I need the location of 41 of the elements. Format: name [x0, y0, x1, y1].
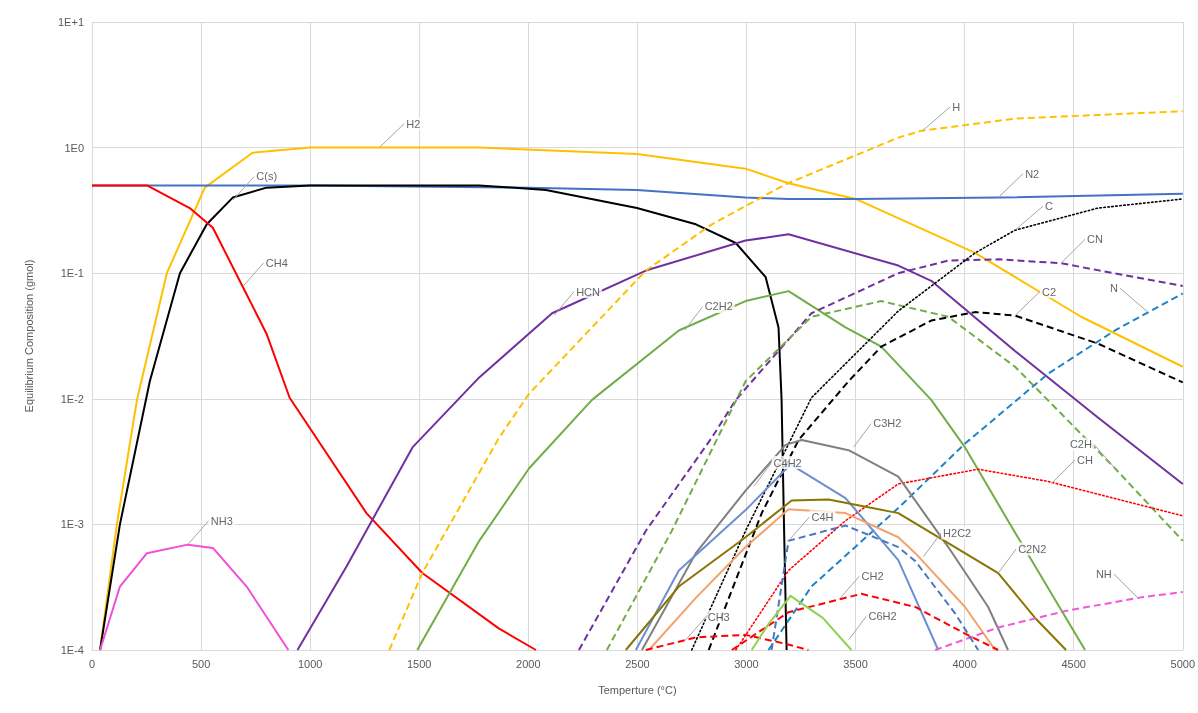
annotation: C6H2: [868, 610, 897, 623]
y-tick-label: 1E-3: [60, 518, 84, 531]
annotation: NH: [1095, 567, 1112, 580]
annotation: CN: [1087, 233, 1104, 246]
x-tick-label: 2000: [516, 657, 541, 670]
x-tick-label: 2500: [625, 657, 650, 670]
x-tick-label: 3000: [734, 657, 759, 670]
x-tick-label: 0: [88, 657, 96, 670]
y-tick-label: 1E-2: [60, 392, 84, 405]
x-tick-label: 1500: [406, 657, 432, 670]
x-tick-label: 4500: [1061, 657, 1086, 670]
x-tick-label: 5000: [1170, 657, 1196, 670]
annotation: C2H: [1069, 438, 1092, 451]
annotation: C(s): [256, 170, 278, 183]
annotation: C4H: [811, 510, 834, 523]
annotation: C2N2: [1018, 543, 1047, 556]
annotation: H2C2: [943, 527, 972, 540]
annotation: H: [952, 100, 961, 113]
x-axis-title: Temperture (°C): [598, 683, 677, 696]
x-tick-label: 3500: [843, 657, 868, 670]
y-tick-label: 1E-4: [60, 644, 84, 656]
annotation: C: [1045, 200, 1054, 213]
y-tick-label: 1E-1: [60, 267, 84, 280]
x-tick-label: 500: [191, 657, 211, 670]
annotation: CH4: [265, 256, 288, 269]
annotation: CH2: [861, 570, 884, 583]
annotation: C3H2: [873, 417, 902, 430]
x-tick-label: 4000: [952, 657, 977, 670]
y-axis-title: Equilibrium Composition (gmol): [22, 259, 35, 413]
x-tick-label: 1000: [297, 657, 323, 670]
annotation: NH3: [210, 514, 233, 527]
annotation: H2: [406, 117, 421, 130]
y-tick-label: 1E+1: [58, 16, 84, 28]
y-tick-label: 1E0: [64, 141, 84, 154]
annotation: N: [1109, 282, 1118, 295]
annotation: HCN: [576, 285, 601, 298]
annotation: C2H2: [704, 300, 733, 313]
annotation: CH: [1077, 453, 1093, 466]
annotation: N2: [1025, 167, 1040, 180]
annotation: C2: [1041, 285, 1057, 298]
annotation: CH3: [707, 610, 730, 623]
